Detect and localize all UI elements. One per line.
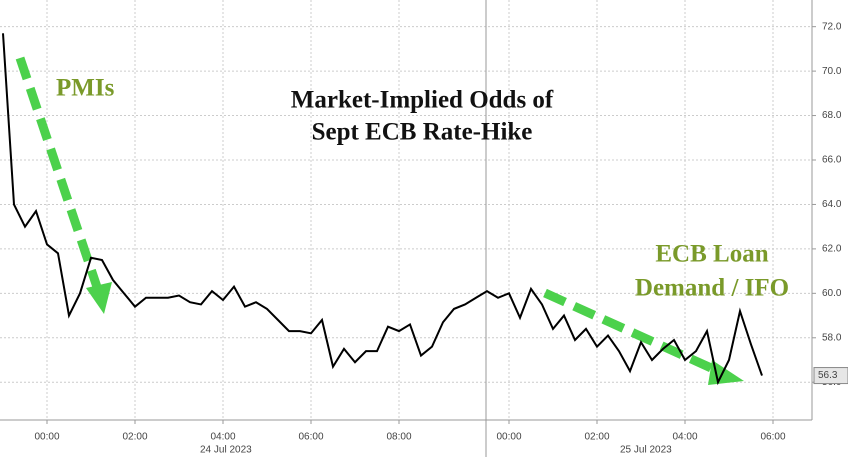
x-tick-label: 04:00 <box>210 432 235 443</box>
y-tick-label: 68.0 <box>822 110 842 121</box>
y-tick-label: 62.0 <box>822 244 842 255</box>
arrow-head <box>86 282 112 314</box>
y-tick-label: 72.0 <box>822 21 842 32</box>
annotation: PMIs <box>56 75 115 102</box>
data-line <box>2 33 763 386</box>
chart-title: Sept ECB Rate-Hike <box>312 119 533 146</box>
x-tick-label: 00:00 <box>496 432 521 443</box>
y-tick-label: 70.0 <box>822 66 842 77</box>
y-tick-label: 60.0 <box>822 288 842 299</box>
last-value-box <box>813 367 848 385</box>
y-tick-label: 58.0 <box>822 332 842 343</box>
annotation: Demand / IFO <box>635 275 789 302</box>
arrow-shaft <box>15 56 103 292</box>
chart-title: Market-Implied Odds of <box>291 87 554 114</box>
date-label: 24 Jul 2023 <box>200 445 252 456</box>
x-tick-label: 04:00 <box>672 432 697 443</box>
x-tick-label: 00:00 <box>34 432 59 443</box>
x-tick-label: 02:00 <box>584 432 609 443</box>
arrow <box>15 56 112 314</box>
x-tick-label: 02:00 <box>122 432 147 443</box>
x-tick-label: 06:00 <box>298 432 323 443</box>
last-value-label: 56.3 <box>818 370 838 381</box>
annotation: ECB Loan <box>655 241 768 268</box>
date-label: 25 Jul 2023 <box>620 445 672 456</box>
y-tick-label: 66.0 <box>822 155 842 166</box>
x-tick-label: 06:00 <box>760 432 785 443</box>
arrow-shaft <box>543 288 722 377</box>
x-tick-label: 08:00 <box>386 432 411 443</box>
y-tick-label: 64.0 <box>822 199 842 210</box>
